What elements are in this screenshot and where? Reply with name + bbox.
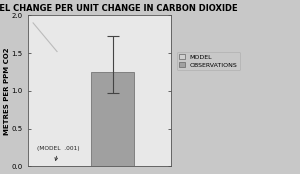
- Bar: [92, 72, 134, 166]
- Y-axis label: METRES PER PPM CO2: METRES PER PPM CO2: [4, 47, 10, 135]
- Text: (MODEL  .001): (MODEL .001): [37, 146, 80, 160]
- Title: SEA LEVEL CHANGE PER UNIT CHANGE IN CARBON DIOXIDE: SEA LEVEL CHANGE PER UNIT CHANGE IN CARB…: [0, 4, 238, 13]
- Legend: MODEL, OBSERVATIONS: MODEL, OBSERVATIONS: [177, 52, 240, 70]
